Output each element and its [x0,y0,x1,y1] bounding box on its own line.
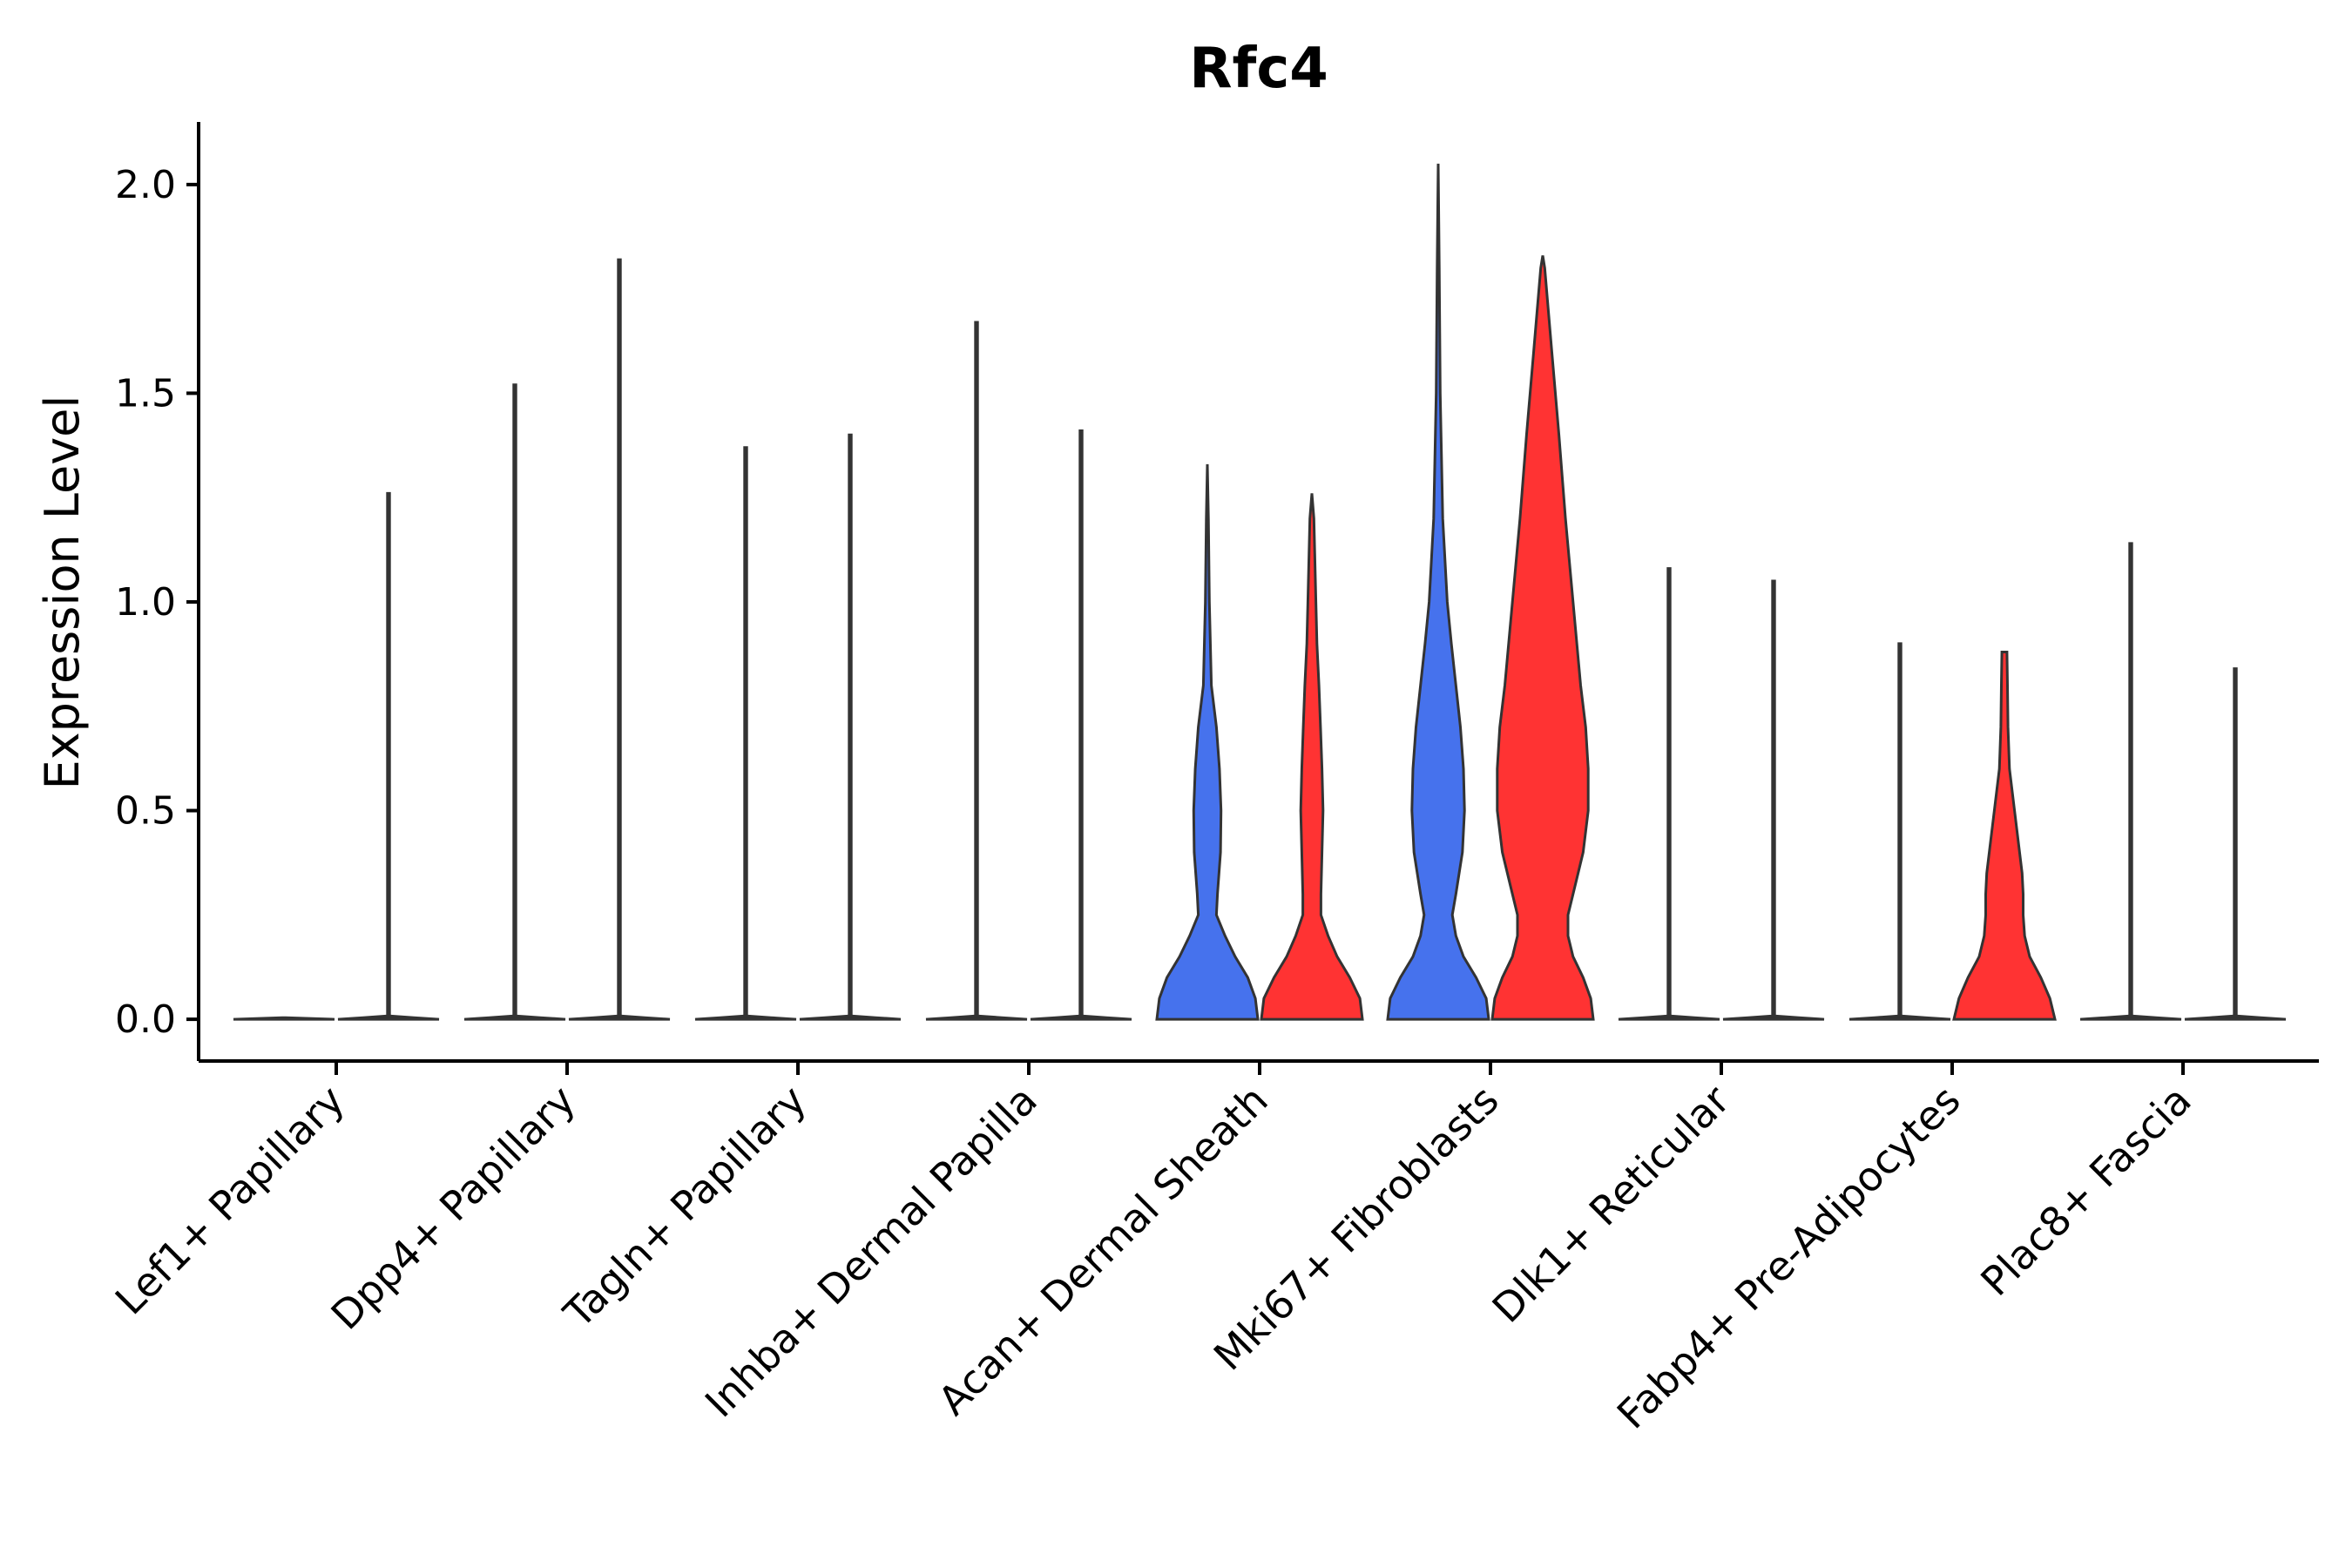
y-ticks: 0.0 0.5 1.0 1.5 2.0 [115,163,199,1042]
violin-1-2 [463,383,566,1021]
violin-2-8 [1952,651,2057,1021]
chart-title: Rfc4 [1189,37,1328,101]
violin-2-6 [1490,255,1595,1021]
violin-1-1 [233,1016,335,1021]
violin-1-4 [925,321,1028,1021]
violin-2-7 [1722,579,1825,1021]
y-tick-label: 1.0 [115,580,176,625]
violins-layer [233,163,2287,1021]
y-axis-label: Expression Level [35,395,90,790]
violin-1-8 [1848,642,1951,1021]
y-tick-label: 0.5 [115,789,176,834]
violin-1-3 [694,446,797,1021]
x-tick-label: Plac8+ Fascia [1971,1077,2200,1305]
y-tick-label: 0.0 [115,997,176,1042]
y-tick-label: 2.0 [115,163,176,207]
violin-2-1 [337,491,440,1021]
violin-1-7 [1618,567,1720,1021]
x-tick-label: Tagln+ Papillary [554,1077,815,1338]
violin-2-5 [1260,493,1364,1021]
violin-1-6 [1386,163,1490,1021]
x-tick-label: Dlk1+ Reticular [1484,1077,1739,1332]
x-tick-label: Lef1+ Papillary [106,1077,354,1324]
violin-2-2 [568,258,671,1021]
violin-1-5 [1155,463,1260,1021]
x-tick-label: Dpp4+ Papillary [322,1077,585,1339]
violin-2-4 [1030,429,1132,1021]
y-tick-label: 1.5 [115,371,176,416]
violin-2-3 [799,433,902,1021]
violin-1-9 [2079,542,2182,1021]
violin-2-9 [2184,667,2287,1021]
